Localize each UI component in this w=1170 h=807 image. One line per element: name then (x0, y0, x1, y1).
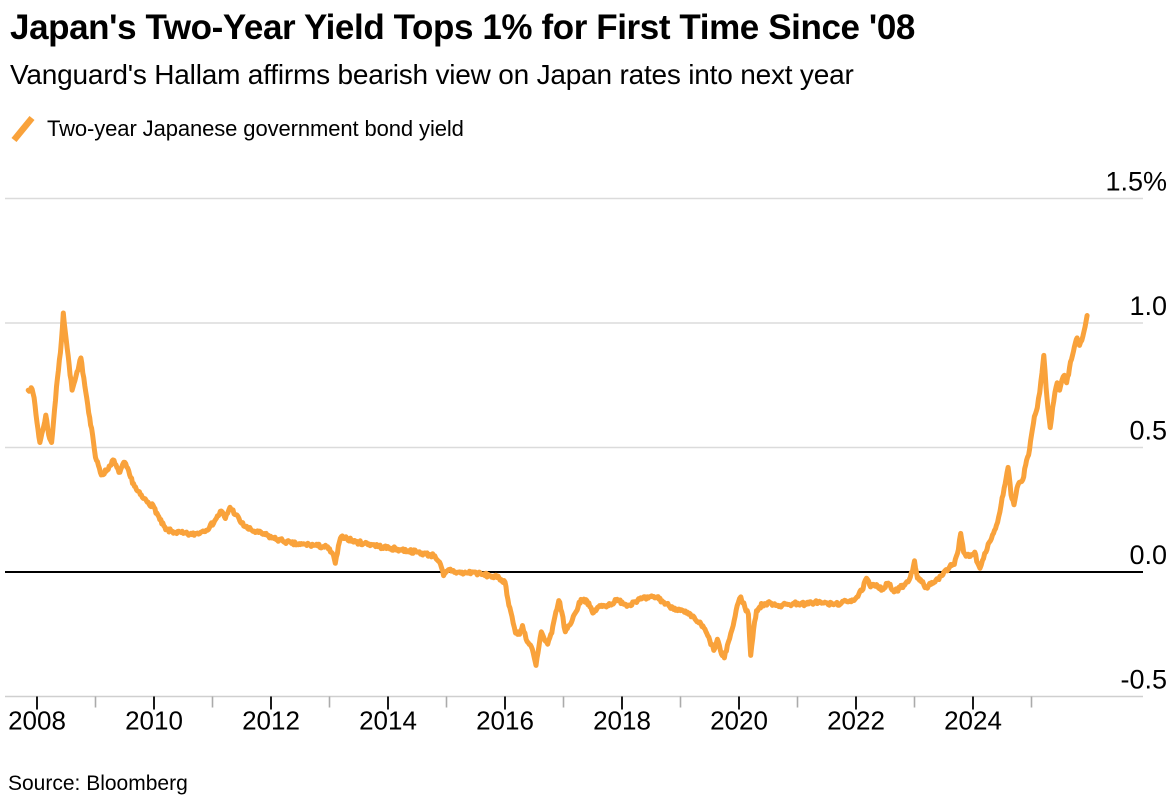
y-axis-label-0.5: 0.5 (1129, 416, 1167, 446)
x-axis-label-2016: 2016 (476, 706, 534, 736)
y-axis-label-1.5%: 1.5% (1105, 167, 1167, 197)
series-line-marker-icon (11, 115, 35, 143)
x-axis-label-2024: 2024 (944, 706, 1002, 736)
y-axis-label-1.0: 1.0 (1129, 291, 1167, 321)
y-axis-label--0.5: -0.5 (1120, 665, 1167, 695)
y-axis-label-0.0: 0.0 (1129, 540, 1167, 570)
source-attribution: Source: Bloomberg (8, 772, 188, 795)
x-axis-label-2020: 2020 (710, 706, 768, 736)
x-axis-label-2022: 2022 (827, 706, 885, 736)
legend-series-label: Two-year Japanese government bond yield (47, 116, 464, 141)
x-axis-label-2010: 2010 (125, 706, 183, 736)
chart-title: Japan's Two-Year Yield Tops 1% for First… (10, 8, 915, 47)
x-axis-label-2014: 2014 (359, 706, 417, 736)
chart-subtitle: Vanguard's Hallam affirms bearish view o… (10, 59, 854, 90)
legend: Two-year Japanese government bond yield (10, 114, 464, 144)
x-axis-label-2018: 2018 (593, 706, 651, 736)
x-axis-label-2012: 2012 (242, 706, 300, 736)
yield-line-series (25, 310, 1090, 668)
x-axis-label-2008: 2008 (8, 706, 66, 736)
